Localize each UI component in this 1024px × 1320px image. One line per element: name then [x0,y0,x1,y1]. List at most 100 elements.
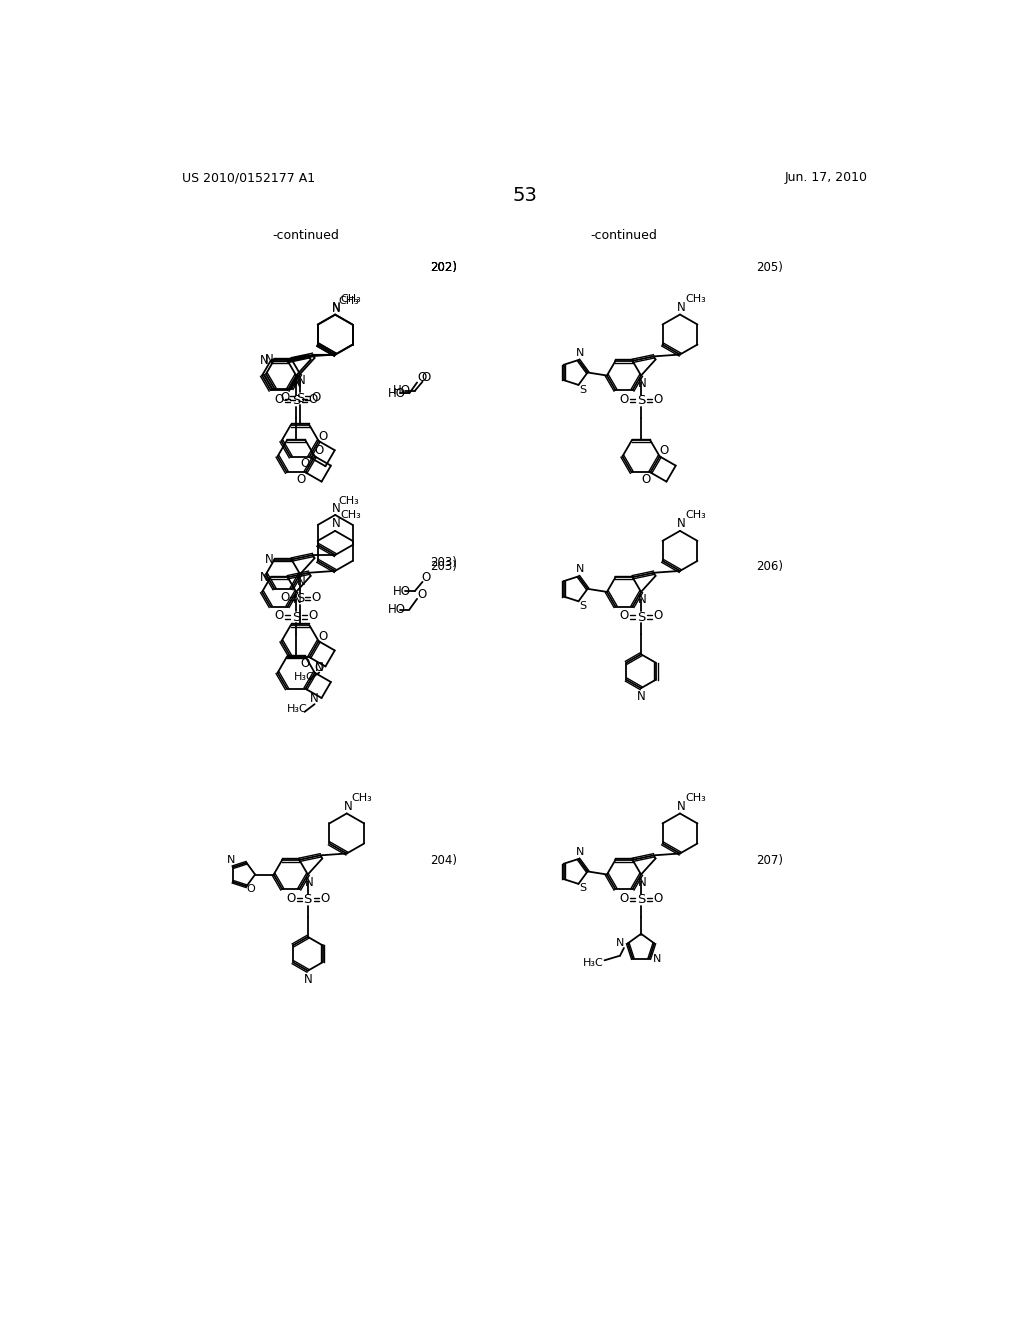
Text: O: O [417,371,426,384]
Text: CH₃: CH₃ [685,294,706,304]
Text: N: N [310,692,319,705]
Text: N: N [315,661,324,675]
Text: S: S [303,894,312,907]
Text: O: O [659,445,669,458]
Text: O: O [314,661,324,675]
Text: 203): 203) [430,556,457,569]
Text: O: O [421,570,430,583]
Text: O: O [653,610,663,622]
Text: N: N [677,800,686,813]
Text: N: N [637,690,645,704]
Text: US 2010/0152177 A1: US 2010/0152177 A1 [182,172,315,185]
Text: S: S [292,395,300,408]
Text: 205): 205) [756,261,782,275]
Text: O: O [301,657,310,669]
Text: N: N [575,348,585,358]
Text: O: O [296,473,305,486]
Text: O: O [308,610,317,622]
Text: S: S [296,392,304,405]
Text: O: O [421,371,430,384]
Text: S: S [579,601,586,611]
Text: O: O [317,430,327,444]
Text: N: N [653,954,662,964]
Text: O: O [653,393,663,407]
Text: N: N [297,574,305,587]
Text: O: O [286,892,295,906]
Text: -continued: -continued [591,228,657,242]
Text: S: S [579,384,586,395]
Text: O: O [301,457,310,470]
Text: CH₃: CH₃ [339,296,359,306]
Text: O: O [280,391,289,404]
Text: 203): 203) [430,560,457,573]
Text: S: S [292,611,300,624]
Text: 206): 206) [756,560,782,573]
Text: S: S [637,611,645,624]
Text: CH₃: CH₃ [340,511,361,520]
Text: O: O [321,892,330,906]
Text: CH₃: CH₃ [685,511,706,520]
Text: N: N [303,973,312,986]
Text: N: N [332,503,340,515]
Text: N: N [264,352,273,366]
Text: CH₃: CH₃ [685,793,706,803]
Text: N: N [227,855,236,866]
Text: Jun. 17, 2010: Jun. 17, 2010 [784,172,867,185]
Text: N: N [333,301,341,314]
Text: HO: HO [393,384,411,397]
Text: CH₃: CH₃ [340,294,361,304]
Text: HO: HO [388,387,406,400]
Text: O: O [311,391,321,404]
Text: O: O [311,591,321,603]
Text: N: N [615,939,625,948]
Text: 207): 207) [756,854,782,867]
Text: O: O [620,892,629,906]
Text: HO: HO [388,603,406,616]
Text: N: N [264,553,273,566]
Text: S: S [579,883,586,894]
Text: N: N [677,301,686,314]
Text: O: O [620,393,629,407]
Text: CH₃: CH₃ [352,793,373,803]
Text: S: S [637,894,645,907]
Text: O: O [280,591,289,603]
Text: N: N [638,593,647,606]
Text: N: N [344,800,352,813]
Text: HO: HO [393,585,411,598]
Text: O: O [653,892,663,906]
Text: H₃C: H₃C [287,704,307,714]
Text: N: N [260,354,268,367]
Text: O: O [641,473,650,486]
Text: 53: 53 [512,186,538,205]
Text: 202): 202) [430,261,458,275]
Text: O: O [620,610,629,622]
Text: O: O [274,393,284,407]
Text: N: N [293,376,302,389]
Text: N: N [297,375,305,388]
Text: 202): 202) [430,261,458,275]
Text: O: O [308,393,317,407]
Text: S: S [296,593,304,606]
Text: 202): 202) [430,261,458,275]
Text: N: N [638,875,647,888]
Text: N: N [575,565,585,574]
Text: O: O [314,445,324,458]
Text: N: N [260,570,268,583]
Text: N: N [332,302,340,315]
Text: O: O [274,610,284,622]
Text: 204): 204) [430,854,458,867]
Text: S: S [637,395,645,408]
Text: H₃C: H₃C [294,672,314,682]
Text: O: O [417,587,426,601]
Text: N: N [575,847,585,857]
Text: N: N [333,517,341,531]
Text: H₃C: H₃C [584,958,604,969]
Text: N: N [638,376,647,389]
Text: O: O [317,630,327,643]
Text: CH₃: CH₃ [339,496,359,506]
Text: -continued: -continued [272,228,340,242]
Text: O: O [246,884,255,894]
Text: N: N [293,593,302,606]
Text: N: N [305,875,313,888]
Text: N: N [677,517,686,531]
